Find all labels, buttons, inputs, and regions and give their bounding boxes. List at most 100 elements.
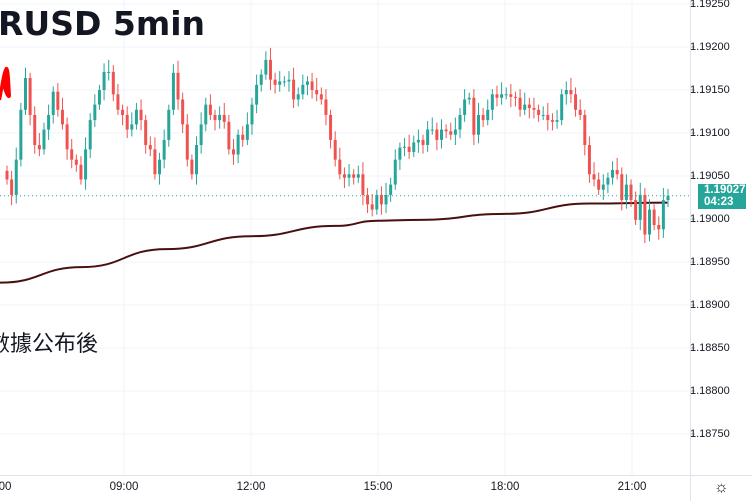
candle [449, 122, 453, 140]
y-tick-label: 1.18900 [690, 299, 730, 311]
candle [564, 81, 568, 105]
candle [592, 162, 596, 187]
candle [102, 63, 106, 101]
candle-body [153, 149, 157, 175]
candle [70, 139, 74, 169]
candle [634, 191, 638, 226]
candle-body [652, 209, 656, 226]
candle-body [463, 99, 467, 115]
candle [282, 76, 286, 87]
candle-body [366, 194, 370, 205]
candle-body [537, 109, 541, 115]
candle-body [393, 159, 397, 185]
candle-body [509, 94, 513, 97]
candle-body [282, 81, 286, 83]
candle-body [624, 184, 628, 201]
candle [421, 134, 425, 154]
candle-body [250, 104, 254, 125]
x-tick-label: 18:00 [490, 481, 520, 493]
x-tick-label: 15:00 [363, 481, 393, 493]
candle [583, 109, 587, 156]
gear-icon[interactable]: ☼ [714, 479, 729, 496]
candle-body [444, 129, 448, 132]
candle [162, 129, 166, 169]
candle [555, 109, 559, 129]
candle-body [532, 108, 536, 110]
candle-body [550, 120, 554, 122]
candle [435, 122, 439, 151]
candle [546, 102, 550, 131]
candle-body [84, 149, 88, 180]
candle-body [666, 195, 670, 201]
candle-body [347, 174, 351, 178]
candle [190, 154, 194, 180]
candle-body [560, 94, 564, 121]
candle [130, 112, 134, 137]
candle [148, 136, 152, 157]
candle-body [231, 149, 235, 155]
candle [195, 136, 199, 185]
candle [333, 131, 337, 167]
candle-body [195, 145, 199, 175]
moving-average [0, 201, 668, 284]
candle [532, 97, 536, 119]
candle-body [453, 129, 457, 135]
candle [643, 188, 647, 244]
candle [606, 172, 610, 194]
candle-body [574, 94, 578, 110]
candle [107, 59, 111, 81]
candle-body [564, 90, 568, 95]
candle [527, 97, 531, 119]
candle-body [440, 129, 444, 140]
candle-body [222, 114, 226, 122]
candle-body [500, 94, 504, 98]
candle-body [278, 81, 282, 85]
candle [472, 89, 476, 146]
candle [453, 117, 457, 146]
candle-body [430, 129, 434, 131]
candle-body [70, 149, 74, 160]
candle [292, 67, 296, 109]
candle-body [268, 59, 272, 80]
last-price-badge: 1.19027 04:23 [698, 184, 746, 209]
candle [171, 64, 175, 115]
candle-body [130, 124, 134, 130]
candle-body [204, 104, 208, 125]
candle-body [23, 77, 27, 110]
candle [615, 157, 619, 180]
x-tick-label: 21:00 [617, 481, 647, 493]
candle-body [384, 194, 388, 205]
bar-countdown: 04:23 [704, 195, 734, 208]
y-tick-label: 1.18950 [690, 256, 730, 268]
candle-body [213, 114, 217, 121]
candle [490, 89, 494, 121]
candle-body [144, 120, 148, 146]
candle [486, 99, 490, 126]
candle [523, 92, 527, 115]
candle-body [615, 169, 619, 175]
candle [509, 83, 513, 108]
candle [537, 104, 541, 122]
candle-body [629, 184, 633, 201]
candle-body [245, 124, 249, 140]
candle-body [486, 109, 490, 121]
candle [218, 106, 222, 129]
candle [560, 89, 564, 126]
candle-body [218, 114, 222, 121]
candle-body [121, 109, 125, 115]
candle-body [398, 147, 402, 160]
candle [10, 170, 14, 206]
candle-body [199, 124, 203, 146]
candle [51, 86, 55, 124]
candle [139, 99, 143, 131]
candle-body [14, 159, 18, 195]
candle-body [555, 120, 559, 122]
candle [222, 102, 226, 129]
candle-body [495, 94, 499, 98]
candle [379, 186, 383, 215]
candle [176, 60, 180, 110]
candle-body [569, 90, 573, 95]
y-tick-label: 1.19200 [690, 41, 730, 53]
candle [236, 129, 240, 164]
